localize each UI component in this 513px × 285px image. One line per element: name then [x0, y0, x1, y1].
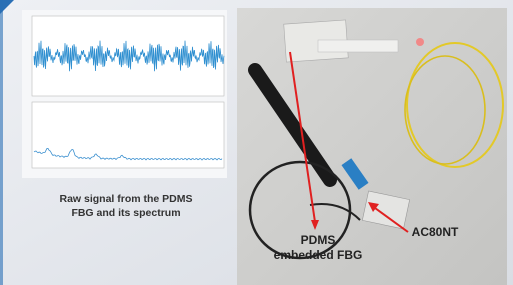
left-edge	[0, 0, 3, 285]
photo-label: AC80NT	[412, 225, 459, 239]
tape	[318, 40, 398, 52]
photo-label: embedded FBG	[274, 248, 363, 262]
caption-line: Raw signal from the PDMS	[59, 193, 192, 205]
photo-label: PDMS	[301, 233, 336, 247]
caption-line: FBG and its spectrum	[71, 207, 180, 219]
light-spot	[416, 38, 424, 46]
photo: PDMS embedded FBG AC80NT	[237, 8, 507, 285]
spectrum-plot	[32, 102, 224, 168]
slide: Raw signal from the PDMS FBG and its spe…	[0, 0, 513, 285]
